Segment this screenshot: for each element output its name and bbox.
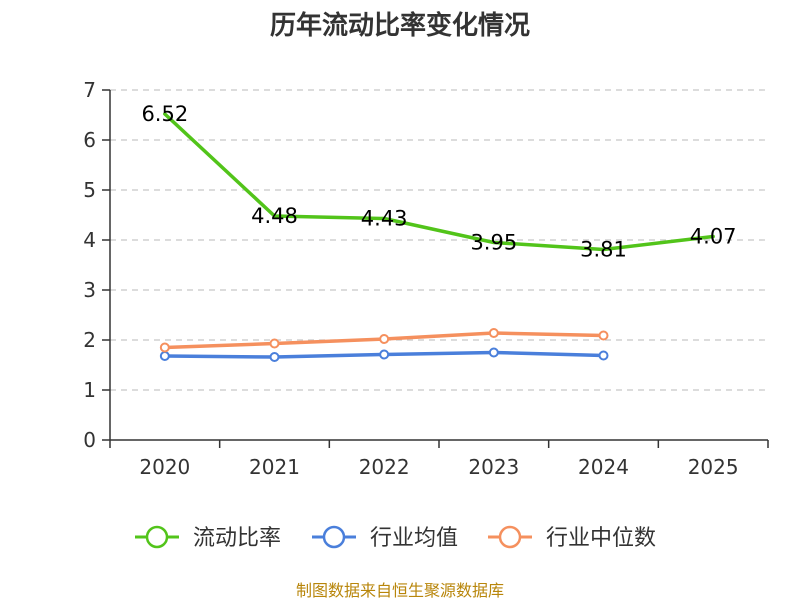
data-point [379, 349, 390, 360]
y-tick-label: 6 [83, 128, 96, 152]
data-point [488, 347, 499, 358]
chart-title: 历年流动比率变化情况 [270, 10, 530, 41]
data-label: 4.48 [251, 204, 298, 228]
data-point [598, 350, 609, 361]
y-tick-label: 2 [83, 328, 96, 352]
x-tick-label: 2024 [578, 455, 629, 479]
data-point [159, 351, 170, 361]
data-point [379, 334, 390, 344]
legend-marker-1 [322, 525, 346, 549]
data-point [598, 330, 609, 341]
data-label: 3.95 [470, 231, 517, 255]
y-tick-label: 7 [83, 78, 96, 102]
legend-marker-0 [145, 525, 169, 549]
data-point [269, 352, 280, 362]
legend-label-1: 行业均值 [370, 526, 458, 551]
data-point [159, 342, 170, 353]
x-tick-label: 2021 [249, 455, 300, 479]
y-tick-label: 1 [83, 378, 96, 402]
data-point [269, 338, 280, 349]
source-note: 制图数据来自恒生聚源数据库 [296, 581, 504, 600]
x-tick-label: 2022 [359, 455, 410, 479]
data-label: 6.52 [141, 102, 188, 126]
x-tick-label: 2020 [139, 455, 190, 479]
legend-marker-2 [498, 525, 522, 549]
legend-label-2: 行业中位数 [546, 526, 656, 551]
legend-label-0: 流动比率 [193, 526, 281, 551]
data-label: 4.43 [361, 207, 408, 231]
data-label: 4.07 [690, 225, 737, 249]
y-tick-label: 5 [83, 178, 96, 202]
series-line-0 [163, 112, 715, 252]
x-tick-label: 2023 [468, 455, 519, 479]
y-tick-label: 3 [83, 278, 96, 302]
data-label: 3.81 [580, 238, 627, 262]
data-point [488, 328, 499, 338]
x-tick-label: 2025 [688, 455, 739, 479]
y-tick-label: 0 [83, 428, 96, 452]
y-tick-label: 4 [83, 228, 96, 252]
